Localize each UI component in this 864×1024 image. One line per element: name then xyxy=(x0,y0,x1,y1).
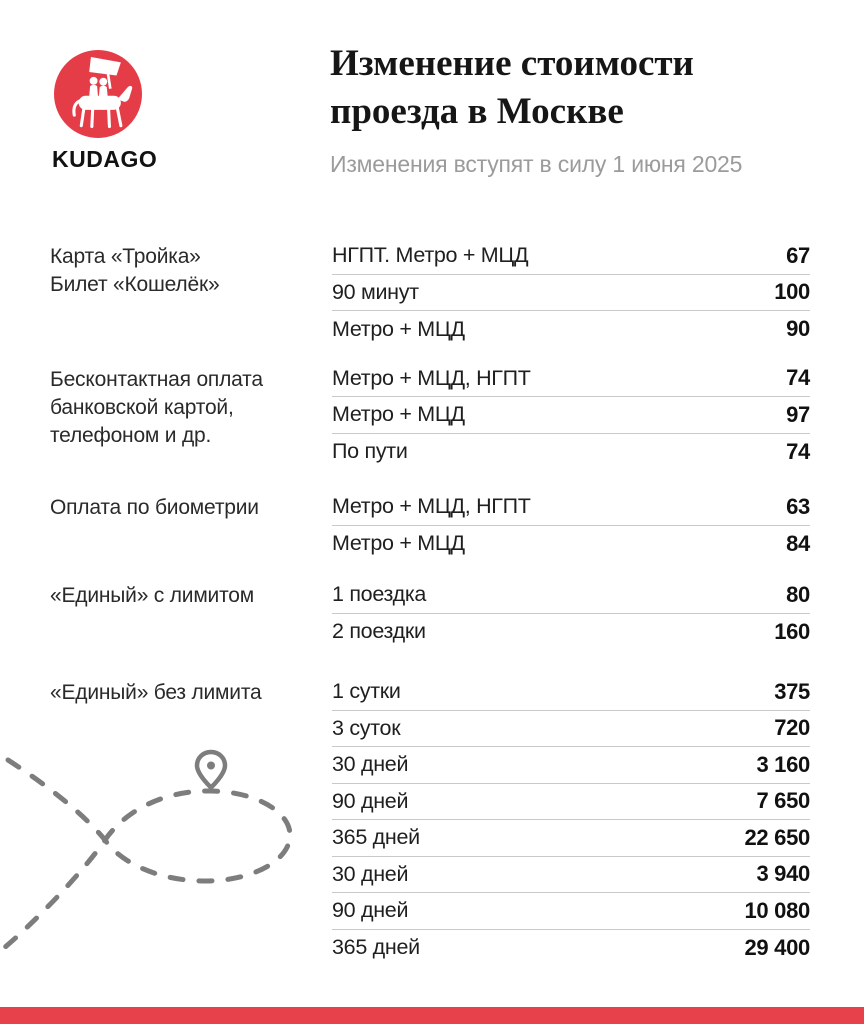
fare-row-value: 74 xyxy=(786,438,810,464)
page-subtitle: Изменения вступят в силу 1 июня 2025 xyxy=(330,151,743,177)
fare-row-value: 3 160 xyxy=(756,751,810,777)
fare-row-value: 22 650 xyxy=(744,824,811,850)
fare-row-label: 1 сутки xyxy=(332,679,401,704)
fare-row: 30 дней 3 160 xyxy=(332,747,810,784)
fare-row-label: Метро + МЦД xyxy=(332,316,465,341)
fare-group-biometry: Оплата по биометрии Метро + МЦД, НГПТ 63… xyxy=(50,489,810,562)
fare-group-contactless: Бесконтактная оплата банковской картой, … xyxy=(50,361,810,471)
fare-row-value: 97 xyxy=(786,401,810,427)
fare-row: 90 дней 7 650 xyxy=(332,784,810,820)
fare-group-label: Бесконтактная оплата банковской картой, … xyxy=(50,367,263,447)
fare-group-ediny-unlimited: «Единый» без лимита 1 сутки 375 3 суток … xyxy=(50,674,810,966)
fare-row-label: 90 дней xyxy=(332,788,409,813)
fare-row-value: 160 xyxy=(774,618,810,644)
fare-group-label: «Единый» с лимитом xyxy=(50,584,254,607)
fare-row-label: Метро + МЦД xyxy=(332,402,465,427)
map-pin-icon xyxy=(194,749,228,790)
fare-row-value: 100 xyxy=(774,279,810,305)
fare-row-label: 1 поездка xyxy=(332,582,427,607)
fare-row-value: 74 xyxy=(786,365,810,391)
fare-rows: 1 поездка 80 2 поездки 160 xyxy=(332,577,810,650)
dashed-route-decoration xyxy=(1,749,293,951)
fare-row-label: Метро + МЦД, НГПТ xyxy=(332,365,531,390)
fare-row-label: Метро + МЦД xyxy=(332,531,465,556)
fare-row-value: 10 080 xyxy=(744,897,811,923)
fare-row-value: 375 xyxy=(774,678,810,704)
fare-row-value: 720 xyxy=(774,715,810,741)
fare-row-label: 2 поездки xyxy=(332,619,426,644)
fare-row-label: НГПТ. Метро + МЦД xyxy=(332,243,529,268)
header: Изменение стоимости проезда в Москве Изм… xyxy=(330,40,830,178)
fare-row: 1 поездка 80 xyxy=(332,577,810,614)
fare-row-value: 84 xyxy=(786,530,810,556)
fare-group-label: Карта «Тройка» Билет «Кошелёк» xyxy=(50,245,220,296)
fare-row-value: 80 xyxy=(786,581,810,607)
fare-row: 3 суток 720 xyxy=(332,711,810,747)
fare-row: По пути 74 xyxy=(332,434,810,471)
fare-rows: 1 сутки 375 3 суток 720 30 дней 3 160 90… xyxy=(332,674,810,966)
fare-rows: Метро + МЦД, НГПТ 74 Метро + МЦД 97 По п… xyxy=(332,361,810,471)
bottom-accent-bar xyxy=(0,1007,864,1024)
fare-row-label: По пути xyxy=(332,439,408,464)
fare-row-value: 3 940 xyxy=(756,861,810,887)
fare-row-label: 30 дней xyxy=(332,861,409,886)
fare-row: Метро + МЦД 90 xyxy=(332,311,810,348)
fare-row-label: 365 дней xyxy=(332,935,420,960)
fare-table: Карта «Тройка» Билет «Кошелёк» НГПТ. Мет… xyxy=(50,238,810,966)
brand-block: KUDAGO xyxy=(52,50,158,173)
fare-row: Метро + МЦД, НГПТ 63 xyxy=(332,489,810,526)
page-title: Изменение стоимости проезда в Москве xyxy=(330,43,694,132)
fare-row: 30 дней 3 940 xyxy=(332,857,810,893)
fare-group-ediny-limit: «Единый» с лимитом 1 поездка 80 2 поездк… xyxy=(50,577,810,650)
fare-row-label: 365 дней xyxy=(332,825,420,850)
fare-rows: НГПТ. Метро + МЦД 67 90 минут 100 Метро … xyxy=(332,238,810,348)
fare-row-label: 3 суток xyxy=(332,715,401,740)
fare-rows: Метро + МЦД, НГПТ 63 Метро + МЦД 84 xyxy=(332,489,810,562)
fare-row-value: 67 xyxy=(786,242,810,268)
brand-wordmark: KUDAGO xyxy=(52,146,158,172)
fare-row: НГПТ. Метро + МЦД 67 xyxy=(332,238,810,275)
fare-row-label: Метро + МЦД, НГПТ xyxy=(332,494,531,519)
fare-row-value: 29 400 xyxy=(744,934,811,960)
fare-row: 365 дней 22 650 xyxy=(332,820,810,857)
fare-row-value: 63 xyxy=(786,493,810,519)
fare-group-label: Оплата по биометрии xyxy=(50,496,259,519)
kudago-logo-icon xyxy=(54,50,142,138)
fare-row: Метро + МЦД, НГПТ 74 xyxy=(332,361,810,397)
fare-row: Метро + МЦД 84 xyxy=(332,526,810,563)
fare-row: 1 сутки 375 xyxy=(332,674,810,711)
fare-row: Метро + МЦД 97 xyxy=(332,397,810,434)
dashed-route-path xyxy=(1,757,293,951)
fare-row-value: 7 650 xyxy=(756,788,810,814)
fare-group-label: «Единый» без лимита xyxy=(50,681,262,704)
fare-row: 365 дней 29 400 xyxy=(332,930,810,967)
fare-row: 90 минут 100 xyxy=(332,275,810,311)
fare-row-label: 30 дней xyxy=(332,752,409,777)
fare-row: 90 дней 10 080 xyxy=(332,893,810,930)
fare-row: 2 поездки 160 xyxy=(332,614,810,651)
fare-group-troika: Карта «Тройка» Билет «Кошелёк» НГПТ. Мет… xyxy=(50,238,810,348)
fare-row-label: 90 минут xyxy=(332,279,419,304)
fare-row-label: 90 дней xyxy=(332,898,409,923)
fare-row-value: 90 xyxy=(786,316,810,342)
